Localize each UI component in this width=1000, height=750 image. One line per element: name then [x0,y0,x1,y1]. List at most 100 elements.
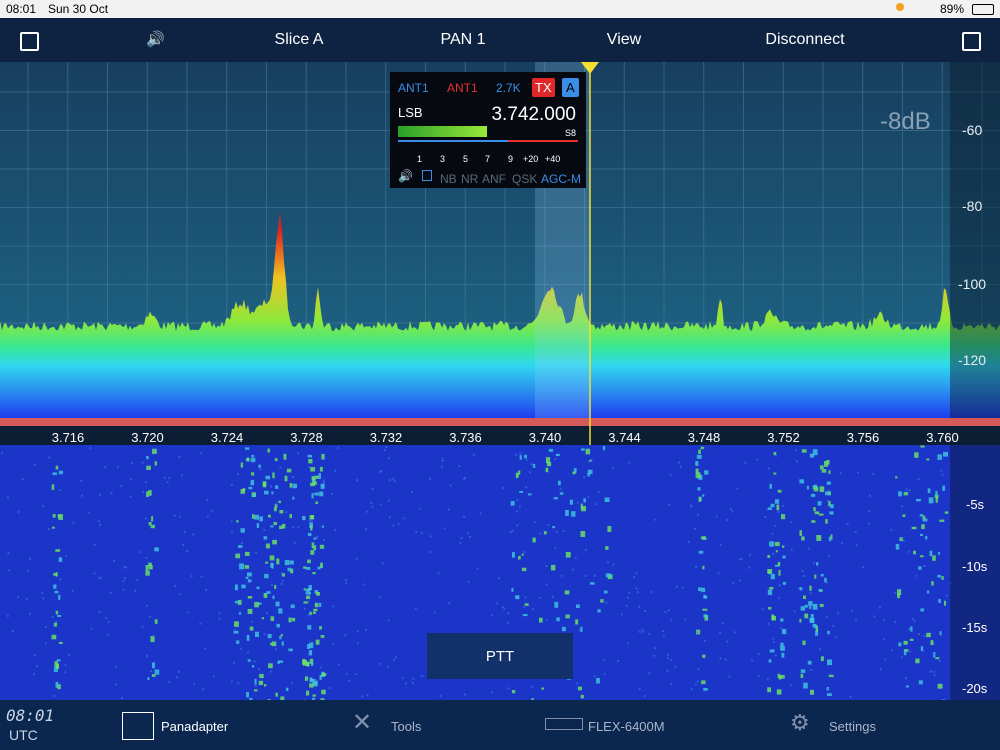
tx-antenna[interactable]: ANT1 [447,81,478,95]
waterfall-signal [558,480,561,486]
waterfall-noise [696,680,699,683]
tab-settings[interactable]: Settings [829,719,876,734]
waterfall-signal [603,590,608,594]
waterfall-noise [749,554,751,557]
waterfall-signal [914,452,919,458]
waterfall-noise [751,659,754,662]
waterfall-noise [218,612,221,615]
waterfall-noise [664,610,667,613]
right-panel-toggle[interactable] [962,32,981,51]
waterfall-signal [824,577,827,583]
waterfall-noise [233,661,236,664]
feature-agc[interactable]: AGC-M [541,172,581,186]
mode[interactable]: LSB [398,105,423,120]
left-panel-toggle[interactable] [20,32,39,51]
waterfall-noise [338,663,340,666]
waterfall-signal [146,491,149,498]
slice-menu[interactable]: Slice A [274,31,324,48]
waterfall-noise [230,484,233,487]
waterfall-signal [897,594,901,599]
waterfall-noise [774,654,777,657]
view-menu[interactable]: View [606,31,642,48]
waterfall-noise [501,487,504,489]
waterfall-signal [926,458,930,461]
waterfall-signal [830,504,834,509]
waterfall-noise [476,567,479,570]
waterfall-signal [903,640,908,645]
waterfall-signal [704,470,709,475]
feature-nr[interactable]: NR [461,172,479,186]
waterfall-signal [810,689,814,695]
waterfall-signal [307,559,311,564]
waterfall-noise [99,493,102,496]
waterfall-noise [134,589,136,592]
waterfall-signal [818,513,824,516]
slice-flag: ANT1 ANT1 2.7K TX A LSB 3.742.000 S8 1 3… [390,72,586,188]
waterfall-noise [905,677,907,680]
waterfall-signal [600,599,604,603]
settings-icon[interactable]: ⚙ [790,710,810,735]
waterfall-noise [644,610,647,612]
rx-antenna[interactable]: ANT1 [398,81,429,95]
waterfall-noise [64,664,67,667]
waterfall-signal [571,511,576,517]
waterfall-noise [178,515,181,518]
feature-nb[interactable]: NB [440,172,457,186]
waterfall-noise [354,673,357,675]
waterfall-signal [944,511,949,514]
disconnect-button[interactable]: Disconnect [765,31,845,48]
waterfall-signal [309,658,314,665]
feature-anf[interactable]: ANF [482,172,506,186]
panadapter-icon[interactable] [122,712,154,740]
radio-icon[interactable] [545,718,583,730]
waterfall-noise [772,641,775,644]
waterfall-noise [667,657,669,660]
tools-icon[interactable]: ✕ [352,709,373,736]
waterfall-signal [775,564,780,567]
waterfall-noise [638,605,640,608]
waterfall-signal [929,550,933,557]
tx-button[interactable]: TX [532,78,555,97]
waterfall-signal [814,511,820,515]
waterfall-noise [414,607,417,610]
time-label: -5s [966,497,985,512]
tab-panadapter[interactable]: Panadapter [161,719,229,734]
frequency[interactable]: 3.742.000 [491,104,576,125]
waterfall-signal [769,483,773,489]
waterfall-noise [507,687,510,690]
slice-audio[interactable]: 🔊 [398,169,413,183]
volume-icon[interactable]: 🔊 [146,31,165,48]
waterfall-signal [770,573,775,580]
lock[interactable] [422,170,432,181]
ptt-button[interactable]: PTT [485,648,515,665]
slice-letter[interactable]: A [562,78,579,97]
waterfall-signal [51,484,55,490]
waterfall-noise [292,476,294,478]
tab-tools[interactable]: Tools [391,719,422,734]
waterfall-noise [71,589,74,592]
waterfall-noise [240,647,243,650]
tab-radio[interactable]: FLEX-6400M [588,719,665,734]
waterfall-signal [234,584,238,591]
toolbar: 🔊 Slice A PAN 1 View Disconnect [0,18,1000,62]
frequency-label: 3.760 [926,430,959,445]
filter-width[interactable]: 2.7K [496,81,521,95]
waterfall-signal [304,676,309,681]
pan-menu[interactable]: PAN 1 [440,31,486,48]
waterfall-signal [810,614,814,619]
waterfall-noise [380,469,383,472]
waterfall-signal [148,522,152,526]
waterfall-noise [667,653,669,656]
waterfall-noise [834,636,837,639]
feature-qsk[interactable]: QSK [512,172,538,186]
ptt-button-bg[interactable] [427,633,573,679]
waterfall-signal [236,520,239,523]
waterfall-noise [97,520,100,523]
waterfall-signal [827,630,830,635]
waterfall-signal [314,492,319,496]
waterfall-noise [617,660,619,662]
waterfall-noise [42,597,45,600]
frequency-label: 3.732 [369,430,403,445]
waterfall-noise [905,488,908,491]
waterfall-noise [590,459,593,461]
